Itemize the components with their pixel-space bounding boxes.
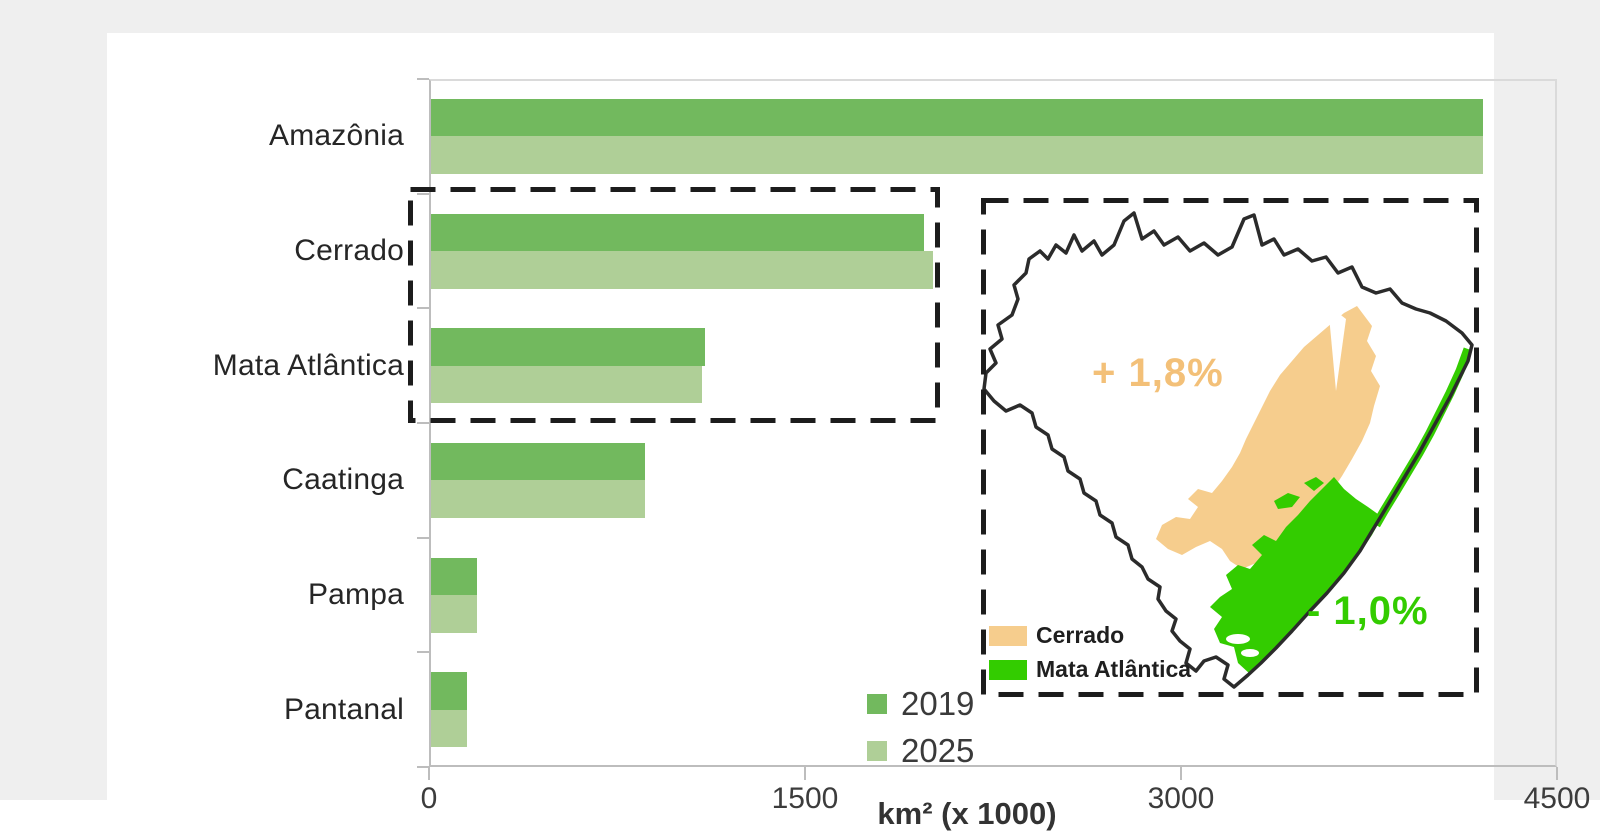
plot-area [429,79,1557,767]
map-legend-label-cerrado: Cerrado [1036,622,1125,648]
bar-2019-amazonia [431,98,1483,137]
chart-legend-swatch-2025 [867,741,887,761]
bar-2025-amazonia [431,136,1483,174]
bar-2025-pampa [431,595,478,633]
bar-2025-cerrado [431,251,934,289]
chart-legend-label-2025: 2025 [901,732,975,769]
map-legend-item-mata-atlantica: Mata Atlântica [989,656,1191,683]
x-tick-4500 [1556,767,1558,780]
y-boundary-tick [417,422,429,424]
x-tick-label-3000: 3000 [1147,782,1215,815]
cerrado-region [1156,306,1380,569]
chart-legend-item-2019: 2019 [867,685,974,723]
map-legend-label-mata-atlantica: Mata Atlântica [1036,656,1192,682]
brazil-map [982,211,1474,689]
cerrado-white-wedge [1328,305,1346,391]
y-boundary-tick [417,536,429,539]
x-tick-0 [428,767,430,780]
highlight-box-map-border [981,198,1479,697]
white-lagoon-2 [1241,649,1259,657]
chart-legend-label-2019: 2019 [901,685,975,722]
x-tick-1500 [804,767,806,780]
chart-legend-item-2025: 2025 [867,732,974,770]
category-label-caatinga: Caatinga [282,463,404,497]
mata-atlantica-change-label: - 1,0% [1307,589,1429,633]
category-label-mata-atlantica: Mata Atlântica [212,348,404,382]
y-boundary-tick [417,78,429,80]
bar-2025-pantanal [431,709,468,748]
y-boundary-tick [417,307,429,310]
mata-patch-small-2 [1304,477,1324,491]
brazil-outline [982,211,1474,689]
highlight-box-map [981,198,1479,697]
bar-2019-caatinga [431,442,645,481]
y-boundary-tick [417,651,429,654]
mata-atlantica-region [1210,477,1382,674]
map-legend: Cerrado Mata Atlântica [989,622,1191,690]
category-label-pantanal: Pantanal [283,692,404,726]
chart-card: Amazônia Cerrado Mata Atlântica Caatinga Pam… [107,33,1590,831]
bar-2025-mata-atlantica [431,365,702,404]
category-label-pampa: Pampa [307,577,404,611]
x-axis-title: km² (x 1000) [877,796,1057,831]
bar-2019-pampa [431,557,478,595]
bar-2019-cerrado [431,213,925,251]
map-legend-swatch-mata-atlantica [989,659,1027,680]
y-boundary-tick [417,766,429,768]
cerrado-change-label: + 1,8% [1092,351,1224,395]
x-tick-label-4500: 4500 [1523,782,1591,815]
bar-2025-caatinga [431,480,645,518]
category-label-amazonia: Amazônia [268,119,404,153]
chart-legend-swatch-2019 [867,694,887,714]
x-tick-3000 [1180,767,1182,780]
highlight-box-bars-border [408,187,940,423]
highlight-box-bars [408,187,940,423]
map-legend-swatch-cerrado [989,625,1027,646]
x-tick-label-0: 0 [420,782,438,815]
bar-2019-pantanal [431,672,468,710]
category-label-cerrado: Cerrado [294,233,404,267]
map-legend-item-cerrado: Cerrado [989,622,1191,649]
white-lagoon-1 [1226,634,1250,644]
y-boundary-tick [417,192,429,195]
chart-legend: 2019 2025 [867,685,974,779]
bar-2019-mata-atlantica [431,328,705,366]
mata-patch-small-1 [1274,493,1300,509]
